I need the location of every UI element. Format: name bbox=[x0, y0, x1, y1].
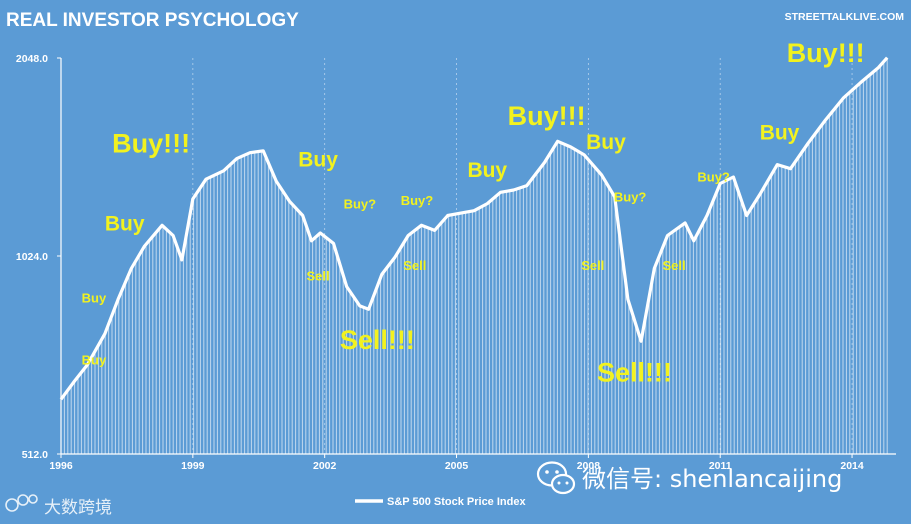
y-tick-label: 1024.0 bbox=[16, 251, 48, 263]
x-tick-label: 1996 bbox=[49, 460, 73, 472]
annotation-label: Sell bbox=[403, 258, 426, 273]
source-label: STREETTALKLIVE.COM bbox=[785, 11, 905, 23]
x-tick-label: 2008 bbox=[577, 460, 601, 472]
y-tick-label: 2048.0 bbox=[16, 53, 48, 65]
annotation-label: Sell bbox=[663, 258, 686, 273]
annotation-label: Buy bbox=[82, 291, 107, 306]
chart-title: REAL INVESTOR PSYCHOLOGY bbox=[6, 10, 299, 31]
y-tick-label: 512.0 bbox=[22, 449, 48, 461]
annotation-label: Buy bbox=[105, 212, 145, 235]
wechat-icon bbox=[536, 461, 576, 495]
annotation-label: Sell!!! bbox=[340, 325, 415, 355]
annotation-label: Buy bbox=[82, 353, 107, 368]
legend: S&P 500 Stock Price Index bbox=[355, 496, 526, 508]
x-tick-label: 2014 bbox=[840, 460, 864, 472]
legend-label: S&P 500 Stock Price Index bbox=[387, 496, 526, 508]
annotation-label: Sell bbox=[581, 258, 604, 273]
wechat-id: 微信号: shenlancaijing bbox=[582, 465, 842, 493]
watermark: 大数跨境 微信号: shenlancaijing bbox=[5, 461, 842, 518]
plot-area: 1996 1999 2002 2005 2008 2011 2014 512.0 1024.0 2… bbox=[16, 38, 896, 472]
annotation-label: Buy bbox=[586, 131, 626, 154]
annotation-label: Buy bbox=[298, 149, 338, 172]
annotation-label: Buy!!! bbox=[112, 129, 190, 159]
x-tick-label: 1999 bbox=[181, 460, 205, 472]
series-line-sp500 bbox=[59, 56, 889, 401]
watermark-logo-icon bbox=[5, 494, 38, 512]
annotation-label: Buy bbox=[760, 121, 800, 144]
watermark-logo-text: 大数跨境 bbox=[44, 498, 112, 518]
annotation-label: Sell bbox=[307, 268, 330, 283]
annotation-label: Buy? bbox=[401, 193, 434, 208]
annotation-label: Buy? bbox=[614, 189, 647, 204]
x-tick-label: 2011 bbox=[709, 460, 732, 472]
annotation-label: Buy!!! bbox=[787, 38, 865, 68]
annotation-label: Buy? bbox=[344, 196, 377, 211]
annotation-label: Buy? bbox=[697, 169, 730, 184]
x-tick-label: 2005 bbox=[445, 460, 469, 472]
annotation-label: Buy bbox=[467, 159, 507, 182]
x-tick-label: 2002 bbox=[313, 460, 337, 472]
annotation-label: Buy!!! bbox=[508, 101, 586, 131]
annotation-label: Sell!!! bbox=[597, 357, 672, 387]
